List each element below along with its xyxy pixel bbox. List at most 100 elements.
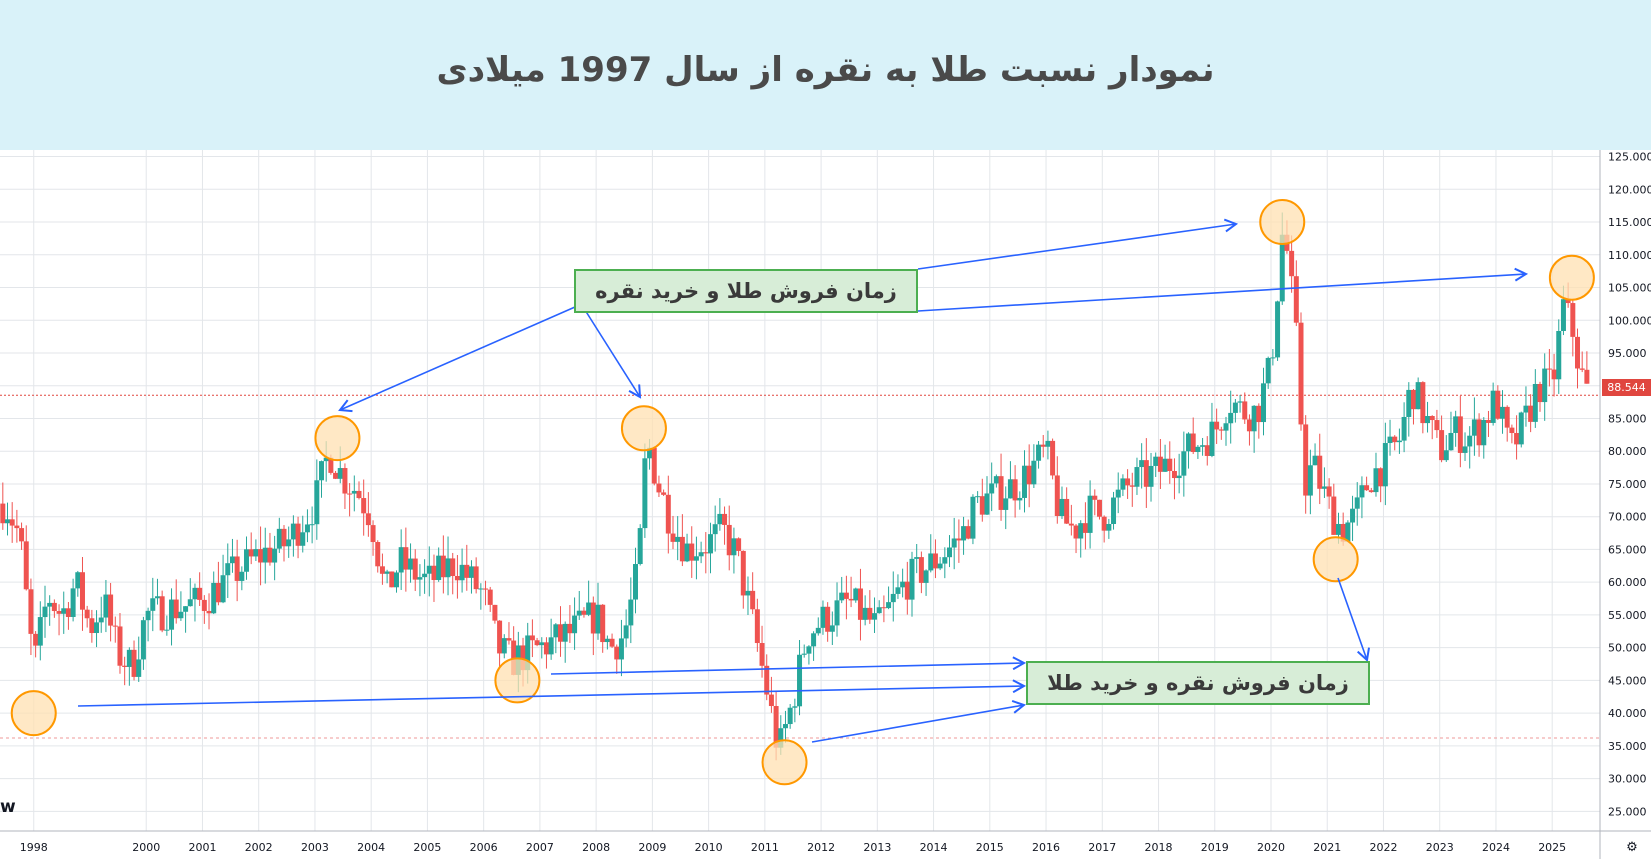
- candle-body: [37, 617, 43, 646]
- candle-body: [333, 472, 339, 479]
- candle-body: [1054, 475, 1060, 516]
- candle-body: [136, 659, 142, 677]
- y-tick-label: 60.000: [1608, 576, 1647, 589]
- candle-body: [829, 625, 835, 632]
- candle-body: [14, 525, 20, 529]
- candle-body: [1298, 322, 1304, 425]
- candle-body: [431, 565, 437, 581]
- candle-body: [759, 643, 765, 666]
- candle-body: [628, 599, 634, 626]
- candle-body: [1378, 468, 1384, 487]
- candle-body: [881, 607, 887, 609]
- candle-body: [1167, 458, 1173, 471]
- candle-body: [1514, 433, 1520, 445]
- candle-body: [258, 549, 264, 563]
- candle-body: [1368, 490, 1374, 493]
- candle-body: [328, 457, 334, 473]
- candle-body: [679, 536, 685, 562]
- candle-body: [1228, 412, 1234, 424]
- y-tick-label: 120.000: [1608, 183, 1651, 196]
- candle-body: [1232, 402, 1238, 413]
- candle-body: [586, 602, 592, 615]
- x-tick-label: 2007: [526, 841, 554, 854]
- candle-body: [262, 547, 268, 563]
- candle-body: [140, 620, 146, 660]
- annotation-arrow: [340, 306, 576, 410]
- candle-body: [1467, 435, 1473, 447]
- candle-body: [1218, 429, 1224, 431]
- y-axis: 25.000 30.000 35.000 40.000 45.000 50.000 55.0…: [1599, 150, 1651, 859]
- candle-body: [1003, 498, 1009, 510]
- y-tick-label: 80.000: [1608, 445, 1647, 458]
- candle-body: [839, 592, 845, 601]
- candle-body: [1125, 478, 1131, 486]
- candle-body: [23, 541, 29, 590]
- candle-body: [154, 596, 160, 599]
- y-tick-label: 100.000: [1608, 314, 1651, 327]
- candle-body: [1115, 489, 1121, 498]
- candle-body: [1434, 420, 1440, 431]
- candle-body: [895, 587, 901, 594]
- candle-body: [342, 468, 348, 494]
- candle-body: [1153, 456, 1159, 466]
- x-tick-label: 2016: [1032, 841, 1060, 854]
- candle-body: [42, 606, 48, 618]
- candle-body: [1518, 412, 1524, 445]
- candle-body: [403, 547, 409, 570]
- candle-body: [75, 572, 81, 589]
- candle-body: [1195, 446, 1201, 453]
- y-tick-label: 25.000: [1608, 805, 1647, 818]
- x-tick-label: 2003: [301, 841, 329, 854]
- x-tick-label: 2019: [1201, 841, 1229, 854]
- candle-body: [103, 594, 109, 618]
- candle-body: [1443, 450, 1449, 461]
- candle-body: [1092, 495, 1098, 500]
- candle-body: [61, 608, 67, 614]
- candle-body: [1129, 485, 1135, 487]
- candle-body: [928, 553, 934, 571]
- y-tick-label: 40.000: [1608, 707, 1647, 720]
- trough-highlight-circle: [10, 690, 57, 737]
- candle-body: [1204, 445, 1210, 456]
- candle-body: [290, 523, 296, 540]
- candle-body: [253, 549, 259, 557]
- x-tick-label: 2024: [1482, 841, 1510, 854]
- candle-body: [998, 476, 1004, 510]
- candle-body: [384, 571, 390, 574]
- candle-body: [750, 590, 756, 610]
- candle-body: [797, 654, 803, 707]
- candle-body: [525, 635, 531, 671]
- candle-body: [782, 724, 788, 729]
- candle-body: [1050, 440, 1056, 476]
- x-tick-label: 2000: [132, 841, 160, 854]
- candle-body: [1139, 460, 1145, 468]
- candle-body: [661, 492, 667, 495]
- candle-body: [89, 618, 95, 634]
- candle-body: [576, 610, 582, 616]
- candle-body: [675, 536, 681, 542]
- candle-body: [1237, 401, 1243, 403]
- candle-body: [206, 610, 212, 614]
- candle-body: [665, 494, 671, 534]
- candle-body: [1490, 390, 1496, 423]
- candle-body: [501, 638, 507, 654]
- candle-body: [1364, 485, 1370, 491]
- y-tick-label: 55.000: [1608, 609, 1647, 622]
- candle-body: [1495, 390, 1501, 419]
- candle-body: [1462, 446, 1468, 453]
- candle-body: [1350, 508, 1356, 523]
- candle-body: [4, 519, 10, 524]
- candle-body: [1509, 427, 1515, 434]
- candle-body: [1007, 479, 1013, 499]
- candle-body: [1570, 303, 1576, 337]
- candle-body: [122, 665, 128, 667]
- candle-body: [722, 513, 728, 525]
- candle-body: [351, 490, 357, 494]
- candle-body: [1162, 458, 1168, 472]
- candle-body: [492, 604, 498, 621]
- y-tick-label: 45.000: [1608, 674, 1647, 687]
- candle-body: [398, 547, 404, 573]
- candle-body: [965, 526, 971, 539]
- candle-body: [1396, 440, 1402, 443]
